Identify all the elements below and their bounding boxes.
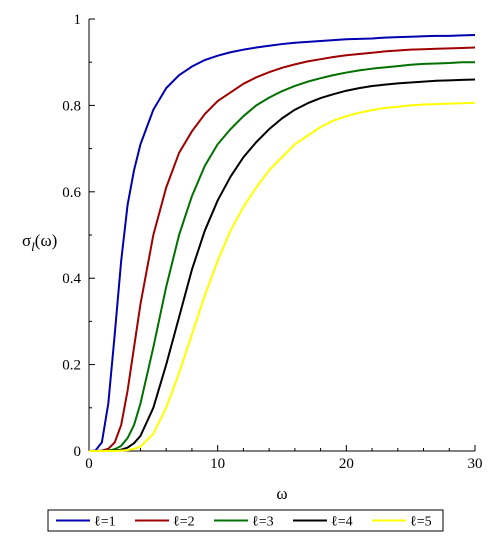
- x-tick-label: 0: [85, 456, 93, 472]
- legend-label-4: ℓ=4: [331, 515, 353, 530]
- y-tick-label: 0.4: [62, 271, 81, 287]
- axes: 0 10 20 30 0 0.2 0.4 0.6 0.8 1: [62, 12, 482, 472]
- y-tick-label: 0: [74, 444, 82, 460]
- legend-label-1: ℓ=1: [94, 515, 116, 530]
- svg-text:σl(ω): σl(ω): [22, 231, 57, 254]
- series-line-2: [89, 46, 476, 452]
- y-tick-label: 1: [74, 12, 82, 28]
- x-tick-label: 20: [339, 456, 354, 472]
- series-line-3: [89, 61, 475, 452]
- legend-label-5: ℓ=5: [410, 515, 432, 530]
- y-tick-label: 0.8: [62, 98, 81, 114]
- y-axis-label-sub: l: [31, 239, 35, 254]
- x-axis-label: ω: [276, 484, 287, 503]
- legend-label-2: ℓ=2: [173, 515, 195, 530]
- legend: ℓ=1 ℓ=2 ℓ=3 ℓ=4 ℓ=5: [47, 509, 444, 532]
- series-line-5: [89, 101, 476, 452]
- y-axis-label-suffix: (ω): [35, 231, 58, 250]
- x-tick-label: 30: [468, 456, 483, 472]
- y-tick-label: 0.2: [62, 358, 81, 374]
- series-group: [88, 33, 476, 452]
- y-axis-label: σl(ω): [22, 231, 57, 254]
- y-tick-label: 0.6: [62, 185, 81, 201]
- y-axis-label-main: σ: [22, 231, 31, 250]
- x-tick-label: 10: [210, 456, 225, 472]
- series-line-4: [89, 78, 476, 452]
- series-line-1: [88, 33, 476, 452]
- legend-label-3: ℓ=3: [252, 515, 274, 530]
